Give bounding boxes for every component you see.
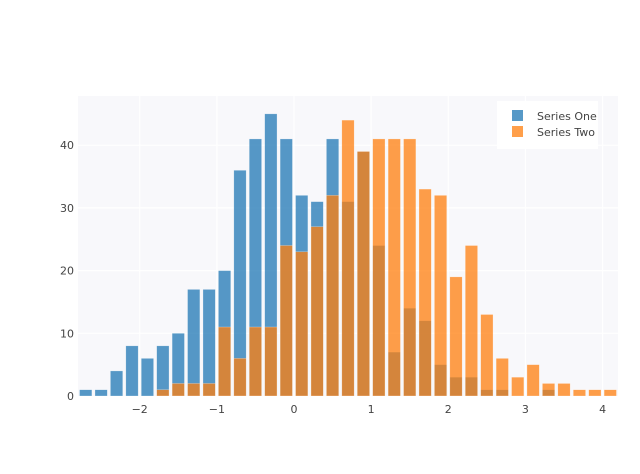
x-tick-label: −1	[209, 403, 225, 416]
bar	[110, 370, 123, 397]
bar	[79, 389, 93, 397]
bar	[588, 389, 602, 397]
bar	[511, 376, 525, 397]
bar	[218, 326, 231, 397]
bar	[403, 138, 417, 397]
y-axis-ticks: 0 10 20 30 40	[60, 139, 74, 403]
bar	[326, 195, 339, 397]
y-tick-label: 10	[60, 327, 74, 340]
bar	[526, 364, 540, 397]
bar	[387, 138, 401, 397]
x-tick-label: 1	[368, 403, 375, 416]
x-tick-label: 4	[599, 403, 606, 416]
bar	[264, 326, 278, 397]
x-axis-ticks: −2 −1 0 1 2 3 4	[132, 403, 606, 416]
bar	[279, 245, 293, 397]
bar	[171, 383, 185, 397]
y-tick-label: 30	[60, 202, 74, 215]
bar	[249, 326, 262, 397]
legend-label-series-two: Series Two	[537, 126, 595, 139]
bar	[187, 289, 201, 397]
legend-item-series-two[interactable]: Series Two	[512, 126, 595, 139]
bar	[202, 383, 216, 397]
x-tick-label: 0	[291, 403, 298, 416]
bar	[156, 345, 170, 397]
bar	[202, 289, 216, 397]
legend[interactable]: Series One Series Two	[497, 101, 598, 149]
bar	[480, 314, 494, 397]
bar	[141, 358, 154, 397]
bar	[465, 245, 478, 397]
bar	[187, 383, 201, 397]
legend-label-series-one: Series One	[537, 110, 597, 123]
bar	[341, 119, 355, 397]
legend-item-series-one[interactable]: Series One	[512, 110, 597, 123]
bar	[449, 276, 463, 397]
bar	[94, 389, 108, 397]
x-tick-label: −2	[132, 403, 148, 416]
bar	[233, 358, 247, 397]
x-tick-label: 3	[522, 403, 529, 416]
bar	[495, 358, 509, 397]
bar	[573, 389, 586, 397]
y-tick-label: 40	[60, 139, 74, 152]
y-tick-label: 20	[60, 265, 74, 278]
bar	[542, 383, 555, 397]
series-one-swatch-icon	[512, 110, 523, 121]
bar	[357, 151, 370, 397]
bar	[418, 188, 432, 397]
bar	[295, 251, 309, 397]
bar	[434, 195, 447, 397]
bar	[125, 345, 139, 397]
x-tick-label: 2	[445, 403, 452, 416]
legend-box	[497, 101, 598, 149]
series-two-bars	[156, 119, 617, 397]
y-tick-label: 0	[67, 390, 74, 403]
bar	[557, 383, 571, 397]
bar	[372, 138, 386, 397]
bar	[310, 226, 324, 397]
series-two-swatch-icon	[512, 126, 523, 137]
bar	[156, 389, 170, 397]
bar	[603, 389, 617, 397]
